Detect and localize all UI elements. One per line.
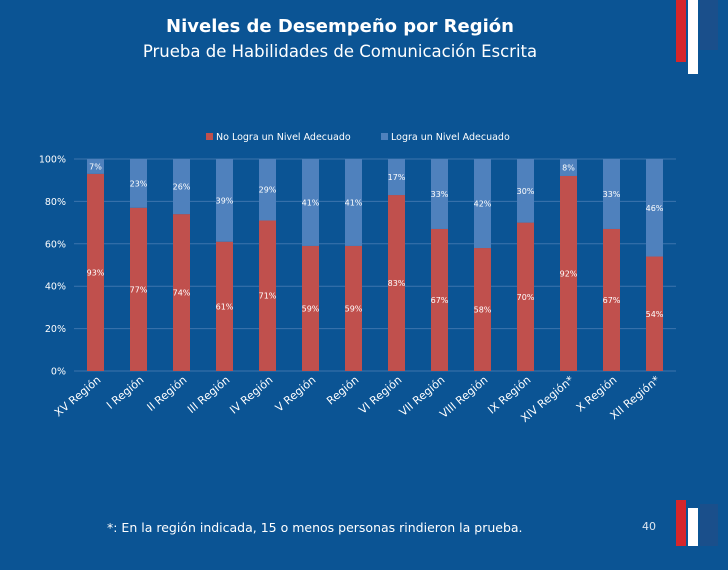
bar-logra <box>474 159 491 249</box>
bar-logra <box>646 159 663 257</box>
bar-logra <box>560 159 577 176</box>
data-label-no-logra: 74% <box>173 289 191 298</box>
data-label-logra: 33% <box>603 190 621 199</box>
data-label-logra: 39% <box>216 196 234 205</box>
slide-subtitle: Prueba de Habilidades de Comunicación Es… <box>142 42 538 61</box>
x-tick-label: V Región <box>273 373 319 414</box>
bar-logra <box>216 159 233 242</box>
legend-swatch-logra <box>381 133 388 140</box>
data-label-logra: 23% <box>130 179 148 188</box>
data-label-no-logra: 83% <box>388 279 406 288</box>
bar-logra <box>130 159 147 208</box>
bar-no-logra <box>474 248 491 371</box>
data-label-logra: 8% <box>562 163 575 172</box>
data-label-logra: 33% <box>431 190 449 199</box>
data-label-no-logra: 58% <box>474 306 492 315</box>
data-label-no-logra: 67% <box>431 296 449 305</box>
bar-no-logra <box>87 173 104 371</box>
slide-title: Niveles de Desempeño por Región <box>166 16 514 37</box>
bar-logra <box>517 159 534 223</box>
data-label-logra: 7% <box>89 162 102 171</box>
data-label-no-logra: 67% <box>603 296 621 305</box>
bar-logra <box>345 159 362 246</box>
bar-logra <box>388 159 405 196</box>
bar-no-logra <box>560 175 577 371</box>
data-label-no-logra: 59% <box>302 304 320 313</box>
y-tick-label: 60% <box>45 239 66 250</box>
bar-logra <box>87 159 104 174</box>
page-number: 40 <box>642 520 656 533</box>
decorative-stripes <box>676 0 718 546</box>
y-tick-label: 20% <box>45 324 66 335</box>
data-label-logra: 42% <box>474 200 492 209</box>
data-label-no-logra: 61% <box>216 302 234 311</box>
bar-logra <box>302 159 319 246</box>
bar-no-logra <box>431 228 448 371</box>
data-label-no-logra: 54% <box>646 310 664 319</box>
data-label-no-logra: 70% <box>517 293 535 302</box>
data-label-logra: 29% <box>259 186 277 195</box>
legend-label-no-logra: No Logra un Nivel Adecuado <box>216 132 351 143</box>
x-tick-label: III Región <box>185 373 232 416</box>
x-tick-label: IV Región <box>227 373 275 416</box>
bar-no-logra <box>259 220 276 371</box>
bar-no-logra <box>345 245 362 371</box>
y-tick-label: 0% <box>51 367 66 378</box>
data-label-logra: 26% <box>173 183 191 192</box>
data-label-no-logra: 92% <box>560 269 578 278</box>
bar-no-logra <box>216 241 233 371</box>
y-tick-label: 100% <box>39 155 66 166</box>
data-label-logra: 17% <box>388 173 406 182</box>
bar-no-logra <box>173 214 190 371</box>
stacked-bar-chart: 0% 20% 40% 60% 80% 100% No Logra un Nivel Adec… <box>39 132 676 425</box>
x-tick-label: VIII Región <box>437 373 490 421</box>
data-label-no-logra: 59% <box>345 304 363 313</box>
legend-swatch-no-logra <box>206 133 213 140</box>
data-label-logra: 30% <box>517 187 535 196</box>
x-tick-label: Región <box>324 373 361 407</box>
bar-logra <box>173 159 190 215</box>
bar-logra <box>259 159 276 221</box>
bar-no-logra <box>646 256 663 371</box>
x-tick-label: II Región <box>145 373 190 414</box>
data-label-no-logra: 71% <box>259 292 277 301</box>
data-label-no-logra: 77% <box>130 285 148 294</box>
bar-logra <box>431 159 448 229</box>
bar-no-logra <box>302 245 319 371</box>
bar-no-logra <box>130 207 147 371</box>
legend-label-logra: Logra un Nivel Adecuado <box>391 132 510 143</box>
footnote: *: En la región indicada, 15 o menos per… <box>107 520 523 535</box>
bar-no-logra <box>603 228 620 371</box>
x-tick-label: XV Región <box>52 373 103 419</box>
y-tick-label: 40% <box>45 282 66 293</box>
data-label-no-logra: 93% <box>87 268 105 277</box>
x-tick-label: I Región <box>104 373 146 412</box>
data-label-logra: 41% <box>345 198 363 207</box>
data-label-logra: 46% <box>646 204 664 213</box>
bar-logra <box>603 159 620 229</box>
y-tick-label: 80% <box>45 197 66 208</box>
data-label-logra: 41% <box>302 198 320 207</box>
bar-no-logra <box>517 222 534 371</box>
bar-no-logra <box>388 195 405 371</box>
